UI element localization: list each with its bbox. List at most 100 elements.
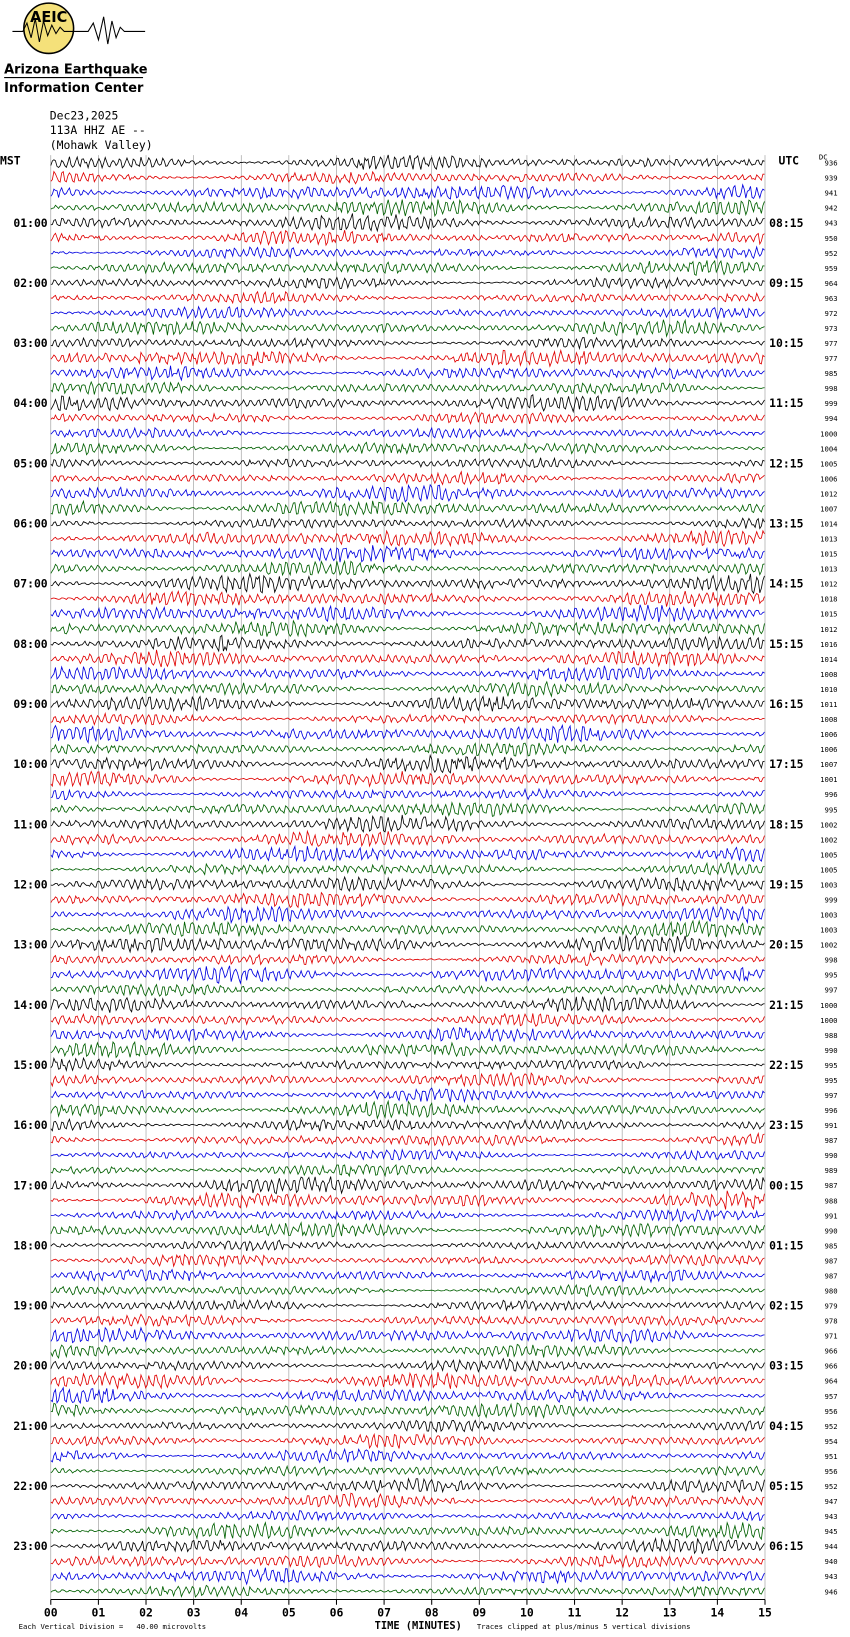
trace <box>50 905 765 925</box>
dc-value: 964 <box>824 279 838 288</box>
dc-value: 1016 <box>820 640 837 649</box>
trace <box>50 919 765 939</box>
dc-value: 987 <box>824 1181 837 1190</box>
dc-value: 944 <box>824 1542 838 1551</box>
dc-value: 987 <box>824 1271 837 1280</box>
dc-value: 977 <box>824 354 837 363</box>
dc-value: 1002 <box>820 820 837 829</box>
trace <box>50 1584 765 1598</box>
hour-label-left: 19:00 <box>13 1299 47 1313</box>
x-tick-label: 05 <box>282 1605 296 1619</box>
logo-abbr: AEIC <box>30 9 67 26</box>
trace <box>50 1208 765 1223</box>
trace <box>50 1026 765 1043</box>
trace <box>50 1041 765 1059</box>
trace <box>50 245 765 260</box>
hour-label-right: 05:15 <box>769 1479 803 1493</box>
dc-value: 952 <box>824 249 837 258</box>
dc-value: 1005 <box>820 850 837 859</box>
dc-value: 991 <box>824 1211 837 1220</box>
hour-label-right: 14:15 <box>769 577 803 591</box>
trace <box>50 604 765 623</box>
trace <box>50 695 765 713</box>
trace <box>50 336 765 351</box>
x-tick-label: 10 <box>520 1605 534 1619</box>
trace <box>50 1268 765 1284</box>
trace <box>50 154 765 171</box>
dc-value: 1005 <box>820 865 837 874</box>
dc-value: 973 <box>824 324 837 333</box>
trace <box>50 861 765 876</box>
dc-value: 995 <box>824 805 837 814</box>
dc-value: 991 <box>824 1121 837 1130</box>
x-tick-label: 01 <box>92 1605 106 1619</box>
hour-label-right: 09:15 <box>769 276 803 290</box>
dc-value: 950 <box>824 234 837 243</box>
trace <box>50 1221 765 1239</box>
dc-value: 1003 <box>820 926 837 935</box>
trace <box>50 259 765 277</box>
x-axis-title: TIME (MINUTES) <box>375 1620 462 1632</box>
hour-label-left: 12:00 <box>13 877 47 891</box>
dc-value: 952 <box>824 1482 837 1491</box>
dc-value: 966 <box>824 1347 837 1356</box>
dc-value: 1007 <box>820 504 837 513</box>
trace <box>50 229 765 247</box>
dc-value: 998 <box>824 384 837 393</box>
hour-label-right: 18:15 <box>769 817 803 831</box>
hour-label-right: 02:15 <box>769 1299 803 1313</box>
dc-value: 1015 <box>820 550 837 559</box>
trace <box>50 1163 765 1178</box>
trace <box>50 665 765 683</box>
hour-label-left: 01:00 <box>13 216 47 230</box>
dc-value: 936 <box>824 159 837 168</box>
dc-value: 1012 <box>820 489 837 498</box>
dc-value: 939 <box>824 174 837 183</box>
dc-value: 995 <box>824 971 837 980</box>
dc-value: 1013 <box>820 535 837 544</box>
dc-value: 987 <box>824 1256 837 1265</box>
dc-value: 989 <box>824 1166 837 1175</box>
hour-label-left: 13:00 <box>13 938 47 952</box>
trace <box>50 711 765 726</box>
dc-value: 997 <box>824 986 837 995</box>
dc-value: 997 <box>824 1091 837 1100</box>
dc-value: 1006 <box>820 730 837 739</box>
x-tick-label: 07 <box>377 1605 391 1619</box>
trace <box>50 545 765 563</box>
dc-value: 1014 <box>820 655 838 664</box>
trace <box>50 1099 765 1120</box>
dc-value: 990 <box>824 1046 837 1055</box>
trace <box>50 380 765 395</box>
trace <box>50 276 765 290</box>
dc-value: 1001 <box>820 775 837 784</box>
dc-value: 951 <box>824 1452 837 1461</box>
trace <box>50 1419 765 1433</box>
dc-value: 995 <box>824 1061 837 1070</box>
trace <box>50 933 765 954</box>
trace <box>50 572 765 595</box>
dc-value: 980 <box>824 1286 837 1295</box>
trace <box>50 1464 765 1477</box>
dc-value: 956 <box>824 1467 837 1476</box>
hour-label-right: 15:15 <box>769 637 803 651</box>
hour-label-right: 21:15 <box>769 998 803 1012</box>
dc-value: 942 <box>824 204 837 213</box>
dc-value: 957 <box>824 1392 837 1401</box>
hour-label-right: 06:15 <box>769 1539 803 1553</box>
hour-label-left: 22:00 <box>13 1479 47 1493</box>
hour-label-left: 02:00 <box>13 276 47 290</box>
dc-value: 946 <box>824 1587 837 1596</box>
trace <box>50 305 765 320</box>
trace <box>50 619 765 638</box>
trace <box>50 1447 765 1464</box>
x-tick-label: 11 <box>568 1605 582 1619</box>
dc-value: 959 <box>824 264 837 273</box>
trace <box>50 891 765 909</box>
dc-value: 1008 <box>820 715 837 724</box>
dc-value: 943 <box>824 219 837 228</box>
dc-value: 979 <box>824 1302 837 1311</box>
